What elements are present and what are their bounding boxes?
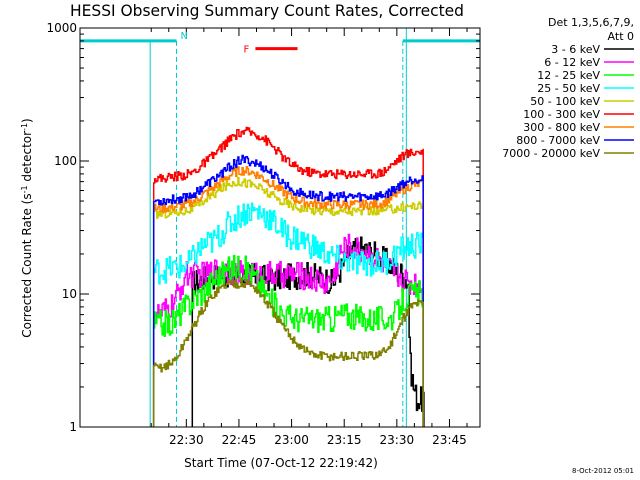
y-axis-label-part: detector	[20, 131, 34, 186]
series-line	[152, 154, 424, 427]
plot-area	[80, 28, 480, 427]
y-tick-label: 1000	[46, 21, 77, 35]
y-axis-label-sup: -1	[20, 185, 29, 193]
y-axis-label-part: Corrected Count Rate (s	[20, 193, 34, 337]
legend-label: 25 - 50 keV	[537, 82, 600, 95]
chart-title: HESSI Observing Summary Count Rates, Cor…	[70, 1, 464, 20]
night-label: N	[180, 31, 187, 42]
generation-timestamp: 8-Oct-2012 05:01	[572, 467, 634, 475]
y-axis-label-part: )	[20, 118, 34, 123]
series-line	[152, 165, 424, 427]
x-tick-label: 22:30	[169, 433, 204, 447]
y-tick-label: 100	[54, 154, 77, 168]
plot-frame	[79, 27, 481, 428]
series-line	[152, 202, 424, 427]
series-line	[152, 278, 424, 427]
legend-label: 3 - 6 keV	[551, 43, 600, 56]
series-line	[152, 176, 424, 427]
axis-ticks: 22:30 22:45 23:00 23:15 23:30 23:45 1 10 100 1000	[46, 21, 480, 447]
legend-label: 100 - 300 keV	[523, 108, 600, 121]
legend-header-line2: Att 0	[608, 30, 634, 43]
x-tick-label: 23:00	[274, 433, 309, 447]
legend-header-line1: Det 1,3,5,6,7,9,	[548, 16, 634, 29]
series-line	[152, 254, 424, 427]
legend-label: 7000 - 20000 keV	[502, 147, 600, 160]
flare-label: F	[243, 45, 249, 56]
legend-label: 300 - 800 keV	[523, 121, 600, 134]
x-axis-label: Start Time (07-Oct-12 22:19:42)	[184, 456, 378, 470]
x-tick-label: 23:45	[432, 433, 467, 447]
y-axis-label: Corrected Count Rate (s-1 detector-1)	[20, 118, 34, 337]
series-line	[152, 233, 424, 427]
legend-label: 12 - 25 keV	[537, 69, 600, 82]
x-tick-label: 22:45	[222, 433, 257, 447]
y-tick-label: 1	[69, 420, 77, 434]
x-tick-label: 23:15	[327, 433, 362, 447]
x-tick-label: 23:30	[380, 433, 415, 447]
y-axis-label-sup: -1	[20, 123, 29, 131]
series-line	[152, 126, 424, 427]
legend-label: 6 - 12 keV	[544, 56, 600, 69]
y-tick-label: 10	[62, 287, 77, 301]
legend-label: 50 - 100 keV	[530, 95, 600, 108]
legend-label: 800 - 7000 keV	[516, 134, 600, 147]
